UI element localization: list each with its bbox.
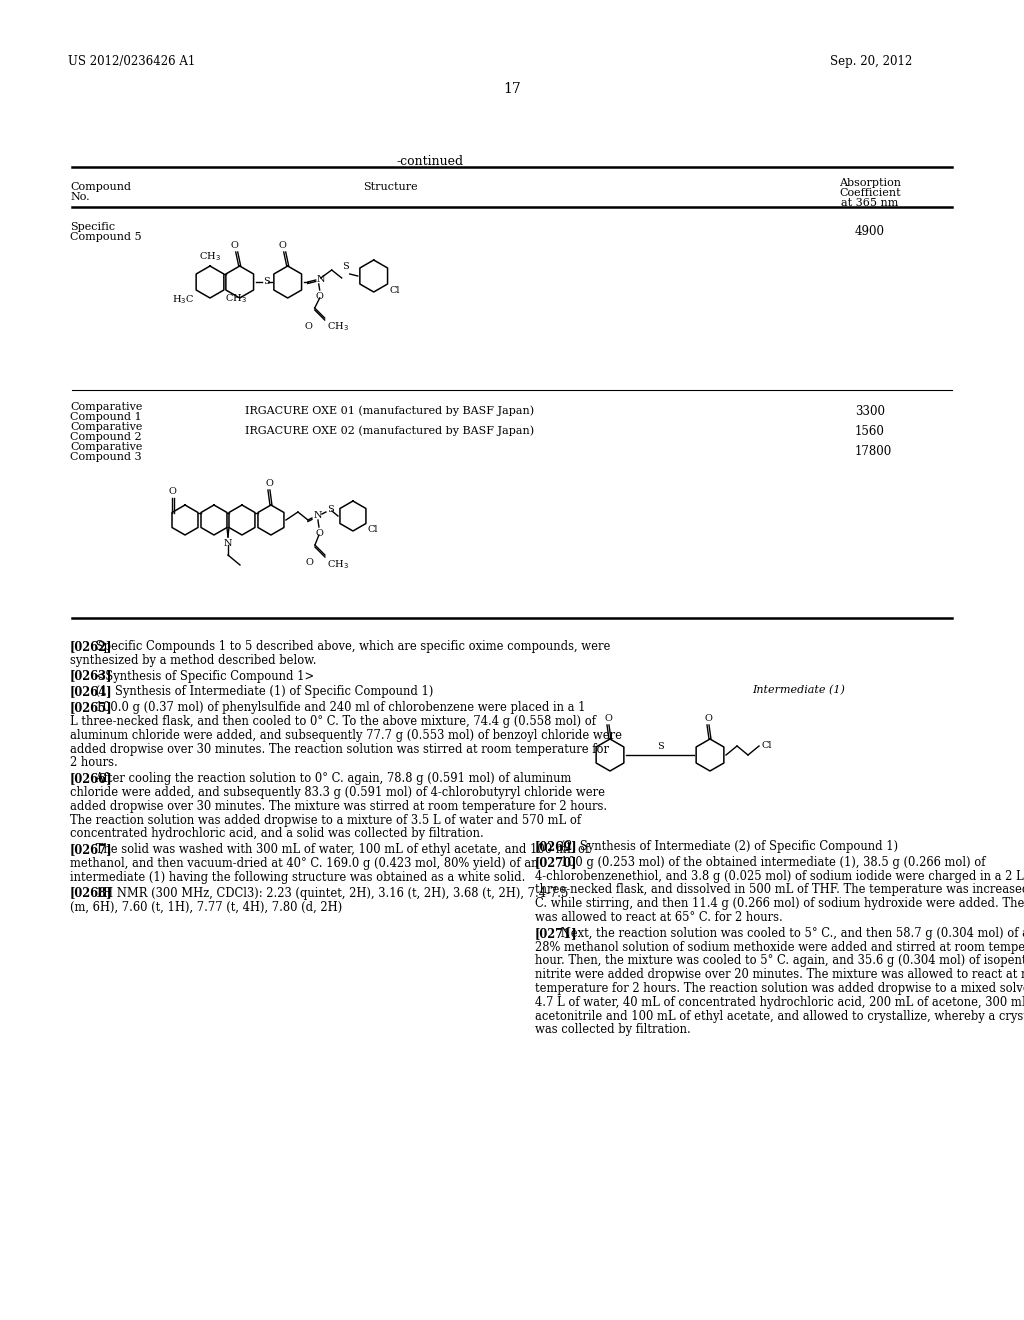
Text: Cl: Cl (368, 525, 379, 535)
Text: three-necked flask, and dissolved in 500 mL of THF. The temperature was increase: three-necked flask, and dissolved in 500… (535, 883, 1024, 896)
Text: 28% methanol solution of sodium methoxide were added and stirred at room tempera: 28% methanol solution of sodium methoxid… (535, 941, 1024, 953)
Text: Comparative: Comparative (70, 442, 142, 451)
Text: O: O (604, 714, 612, 723)
Text: synthesized by a method described below.: synthesized by a method described below. (70, 653, 316, 667)
Text: The reaction solution was added dropwise to a mixture of 3.5 L of water and 570 : The reaction solution was added dropwise… (70, 813, 582, 826)
Text: [0265]: [0265] (70, 701, 113, 714)
Text: [0266]: [0266] (70, 772, 113, 785)
Text: Absorption: Absorption (839, 178, 901, 187)
Text: US 2012/0236426 A1: US 2012/0236426 A1 (68, 55, 196, 69)
Text: Comparative: Comparative (70, 422, 142, 432)
Text: S: S (263, 276, 269, 285)
Text: 100 g (0.253 mol) of the obtained intermediate (1), 38.5 g (0.266 mol) of: 100 g (0.253 mol) of the obtained interm… (557, 855, 985, 869)
Text: Cl: Cl (761, 742, 771, 751)
Text: CH$_3$: CH$_3$ (225, 292, 247, 305)
Text: (m, 6H), 7.60 (t, 1H), 7.77 (t, 4H), 7.80 (d, 2H): (m, 6H), 7.60 (t, 1H), 7.77 (t, 4H), 7.8… (70, 900, 342, 913)
Text: methanol, and then vacuum-dried at 40° C. 169.0 g (0.423 mol, 80% yield) of an: methanol, and then vacuum-dried at 40° C… (70, 857, 539, 870)
Text: (1. Synthesis of Intermediate (1) of Specific Compound 1): (1. Synthesis of Intermediate (1) of Spe… (92, 685, 433, 698)
Text: S: S (656, 742, 664, 751)
Text: [0267]: [0267] (70, 843, 113, 857)
Text: Structure: Structure (362, 182, 418, 191)
Text: IRGACURE OXE 02 (manufactured by BASF Japan): IRGACURE OXE 02 (manufactured by BASF Ja… (246, 425, 535, 436)
Text: [0268]: [0268] (70, 887, 113, 900)
Text: Compound: Compound (70, 182, 131, 191)
Text: No.: No. (70, 191, 90, 202)
Text: N: N (316, 275, 326, 284)
Text: CH$_3$: CH$_3$ (199, 251, 221, 263)
Text: added dropwise over 30 minutes. The mixture was stirred at room temperature for : added dropwise over 30 minutes. The mixt… (70, 800, 607, 813)
Text: Compound 5: Compound 5 (70, 232, 141, 242)
Text: Next, the reaction solution was cooled to 5° C., and then 58.7 g (0.304 mol) of : Next, the reaction solution was cooled t… (557, 927, 1024, 940)
Text: N: N (314, 511, 323, 520)
Text: [0263]: [0263] (70, 669, 113, 682)
Text: O: O (305, 558, 313, 568)
Text: concentrated hydrochloric acid, and a solid was collected by filtration.: concentrated hydrochloric acid, and a so… (70, 828, 483, 841)
Text: -continued: -continued (396, 154, 464, 168)
Text: <Synthesis of Specific Compound 1>: <Synthesis of Specific Compound 1> (92, 669, 314, 682)
Text: O: O (265, 479, 272, 488)
Text: 100.0 g (0.37 mol) of phenylsulfide and 240 ml of chlorobenzene were placed in a: 100.0 g (0.37 mol) of phenylsulfide and … (92, 701, 586, 714)
Text: O: O (230, 242, 239, 249)
Text: N: N (223, 539, 232, 548)
Text: 4-chlorobenzenethiol, and 3.8 g (0.025 mol) of sodium iodide were charged in a 2: 4-chlorobenzenethiol, and 3.8 g (0.025 m… (535, 870, 1024, 883)
Text: 3300: 3300 (855, 405, 885, 418)
Text: Sep. 20, 2012: Sep. 20, 2012 (830, 55, 912, 69)
Text: O: O (305, 322, 312, 331)
Text: O: O (168, 487, 176, 495)
Text: L three-necked flask, and then cooled to 0° C. To the above mixture, 74.4 g (0.5: L three-necked flask, and then cooled to… (70, 715, 596, 729)
Text: C. while stirring, and then 11.4 g (0.266 mol) of sodium hydroxide were added. T: C. while stirring, and then 11.4 g (0.26… (535, 898, 1024, 911)
Text: 1560: 1560 (855, 425, 885, 438)
Text: H$_3$C: H$_3$C (172, 293, 195, 306)
Text: CH$_3$: CH$_3$ (327, 319, 348, 333)
Text: Compound 3: Compound 3 (70, 451, 141, 462)
Text: hour. Then, the mixture was cooled to 5° C. again, and 35.6 g (0.304 mol) of iso: hour. Then, the mixture was cooled to 5°… (535, 954, 1024, 968)
Text: Comparative: Comparative (70, 403, 142, 412)
Text: Specific Compounds 1 to 5 described above, which are specific oxime compounds, w: Specific Compounds 1 to 5 described abov… (92, 640, 610, 653)
Text: Intermediate (1): Intermediate (1) (752, 685, 845, 696)
Text: [0270]: [0270] (535, 855, 578, 869)
Text: [0264]: [0264] (70, 685, 113, 698)
Text: was collected by filtration.: was collected by filtration. (535, 1023, 691, 1036)
Text: Coefficient: Coefficient (840, 187, 901, 198)
Text: Compound 2: Compound 2 (70, 432, 141, 442)
Text: 4900: 4900 (855, 224, 885, 238)
Text: (2. Synthesis of Intermediate (2) of Specific Compound 1): (2. Synthesis of Intermediate (2) of Spe… (557, 840, 898, 853)
Text: at 365 nm: at 365 nm (842, 198, 899, 209)
Text: 4.7 L of water, 40 mL of concentrated hydrochloric acid, 200 mL of acetone, 300 : 4.7 L of water, 40 mL of concentrated hy… (535, 995, 1024, 1008)
Text: temperature for 2 hours. The reaction solution was added dropwise to a mixed sol: temperature for 2 hours. The reaction so… (535, 982, 1024, 995)
Text: S: S (342, 261, 349, 271)
Text: IRGACURE OXE 01 (manufactured by BASF Japan): IRGACURE OXE 01 (manufactured by BASF Ja… (246, 405, 535, 416)
Text: Compound 1: Compound 1 (70, 412, 141, 422)
Text: O: O (705, 714, 712, 723)
Text: added dropwise over 30 minutes. The reaction solution was stirred at room temper: added dropwise over 30 minutes. The reac… (70, 743, 609, 755)
Text: The solid was washed with 300 mL of water, 100 mL of ethyl acetate, and 100 mL o: The solid was washed with 300 mL of wate… (92, 843, 589, 857)
Text: [0271]: [0271] (535, 927, 578, 940)
Text: 2 hours.: 2 hours. (70, 756, 118, 770)
Text: chloride were added, and subsequently 83.3 g (0.591 mol) of 4-chlorobutyryl chlo: chloride were added, and subsequently 83… (70, 785, 605, 799)
Text: O: O (315, 529, 323, 539)
Text: aluminum chloride were added, and subsequently 77.7 g (0.553 mol) of benzoyl chl: aluminum chloride were added, and subseq… (70, 729, 622, 742)
Text: After cooling the reaction solution to 0° C. again, 78.8 g (0.591 mol) of alumin: After cooling the reaction solution to 0… (92, 772, 571, 785)
Text: was allowed to react at 65° C. for 2 hours.: was allowed to react at 65° C. for 2 hou… (535, 911, 782, 924)
Text: [0269]: [0269] (535, 840, 578, 853)
Text: acetonitrile and 100 mL of ethyl acetate, and allowed to crystallize, whereby a : acetonitrile and 100 mL of ethyl acetate… (535, 1010, 1024, 1023)
Text: nitrite were added dropwise over 20 minutes. The mixture was allowed to react at: nitrite were added dropwise over 20 minu… (535, 968, 1024, 981)
Text: O: O (279, 242, 287, 249)
Text: intermediate (1) having the following structure was obtained as a white solid.: intermediate (1) having the following st… (70, 871, 525, 884)
Text: 1H NMR (300 MHz, CDCl3): 2.23 (quintet, 2H), 3.16 (t, 2H), 3.68 (t, 2H), 7.4-7.5: 1H NMR (300 MHz, CDCl3): 2.23 (quintet, … (92, 887, 568, 900)
Text: [0262]: [0262] (70, 640, 113, 653)
Text: 17: 17 (503, 82, 521, 96)
Text: CH$_3$: CH$_3$ (327, 558, 349, 570)
Text: O: O (315, 292, 324, 301)
Text: 17800: 17800 (855, 445, 892, 458)
Text: S: S (327, 504, 334, 513)
Text: Cl: Cl (389, 286, 400, 294)
Text: Specific: Specific (70, 222, 115, 232)
